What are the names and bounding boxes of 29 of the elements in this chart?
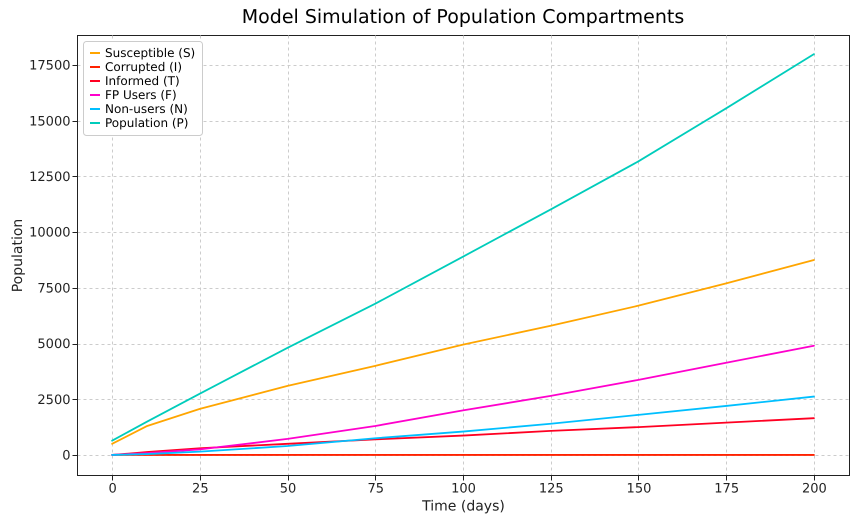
x-tick-label: 0 [108,482,117,496]
legend-label: FP Users (F) [105,88,177,102]
x-tick-label: 100 [451,482,476,496]
line-series [111,417,815,456]
line-series [111,396,815,456]
y-tick-label: 5000 [37,337,70,352]
legend-label: Population (P) [105,116,188,130]
x-tick-label: 150 [626,482,652,496]
legend-label: Susceptible (S) [105,46,196,60]
x-tick-label: 175 [714,482,740,496]
legend-label: Non-users (N) [105,102,188,116]
x-tick-label: 25 [192,482,209,496]
legend-label: Informed (T) [105,74,180,88]
y-tick-label: 2500 [37,392,70,408]
x-axis-title: Time (days) [421,498,505,514]
y-tick-label: 10000 [29,226,70,241]
y-axis-title: Population [10,218,26,292]
line-series [111,259,815,445]
x-tick-label: 50 [280,482,296,496]
legend-label: Corrupted (I) [105,60,182,74]
y-tick-label: 12500 [29,170,70,185]
y-tick-label: 0 [62,448,70,464]
y-tick-label: 15000 [29,114,70,130]
x-tick-label: 125 [538,482,564,496]
y-tick-label: 17500 [29,58,70,74]
y-tick-label: 7500 [37,281,70,296]
x-tick-label: 75 [368,482,384,496]
chart-title: Model Simulation of Population Compartments [242,6,684,28]
x-tick-label: 200 [802,482,827,496]
